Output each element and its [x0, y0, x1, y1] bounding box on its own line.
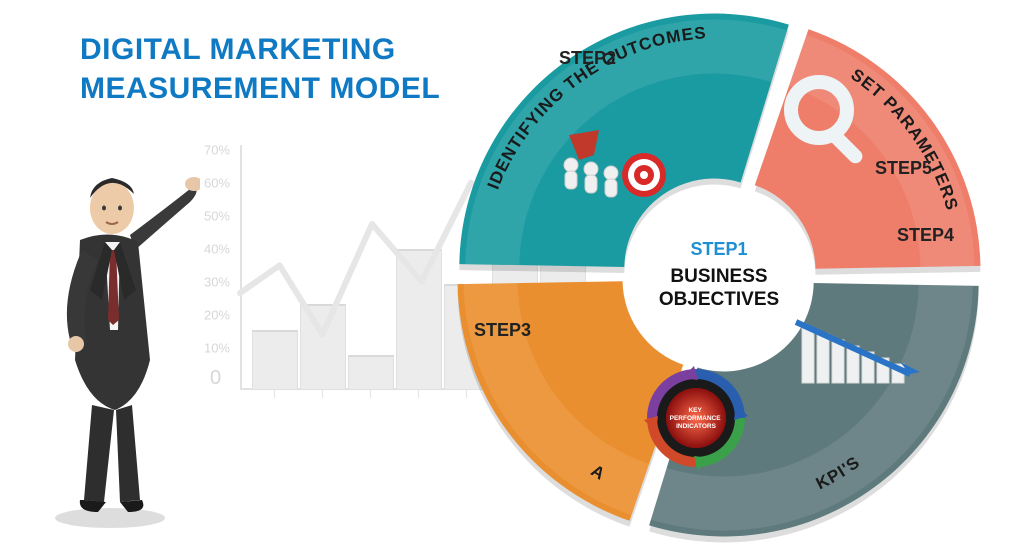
center-step: STEP1 — [690, 239, 747, 260]
page-title: DIGITAL MARKETING MEASUREMENT MODEL — [80, 30, 440, 108]
title-line2: MEASUREMENT MODEL — [80, 72, 440, 105]
step3-label: STEP3 — [474, 320, 531, 341]
presenter-figure — [20, 150, 200, 530]
center-circle: STEP1 BUSINESS OBJECTIVES — [634, 190, 804, 360]
step4-label: STEP4 — [897, 225, 954, 246]
center-title: BUSINESS OBJECTIVES — [659, 266, 779, 312]
step5-label: STEP5 — [875, 158, 932, 179]
title-line1: DIGITAL MARKETING — [80, 33, 396, 66]
step2-label: STEP2 — [559, 48, 616, 69]
donut-diagram: KEY PERFORMANCE INDICATORS IDENT — [424, 0, 1014, 550]
